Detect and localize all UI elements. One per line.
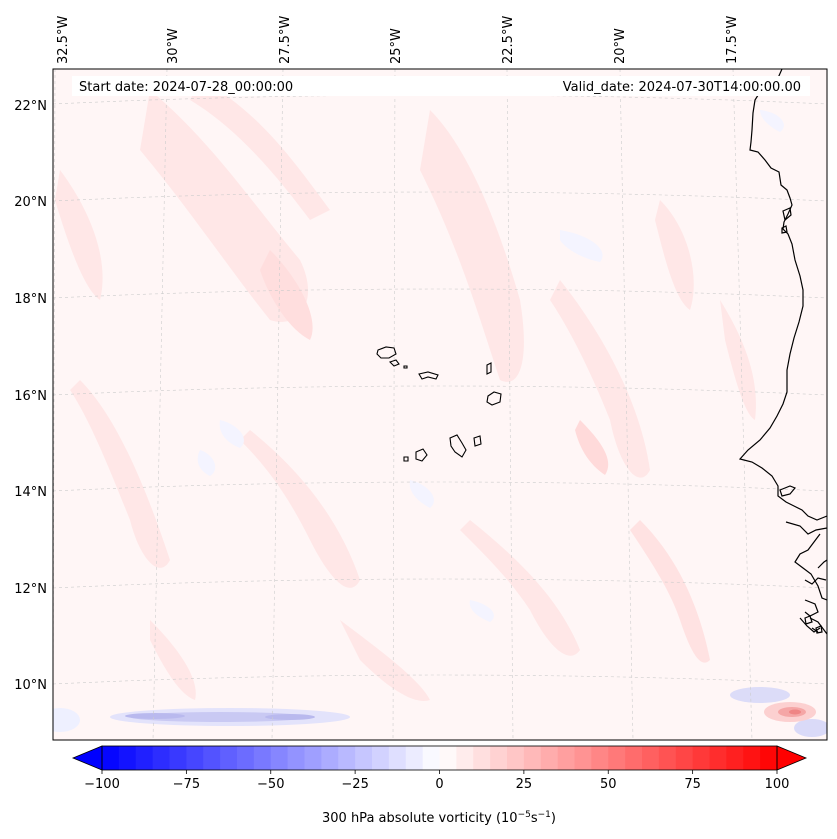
lon-label-25w: 25°W [389, 28, 404, 64]
colorbar-segment [642, 746, 660, 770]
colorbar-segment [338, 746, 356, 770]
colorbar-segment [270, 746, 289, 770]
colorbar-segment [439, 746, 457, 770]
lat-tick-labels: 22°N 20°N 18°N 16°N 14°N 12°N 10°N [14, 99, 47, 693]
island-bijagos [804, 615, 823, 634]
colorbar-segment [135, 746, 154, 770]
colorbar-ticks: −100 −75 −50 −25 0 25 50 75 100 [84, 770, 789, 792]
island-santa-luzia [403, 365, 408, 369]
colorbar-segment [422, 746, 440, 770]
lon-label-32-5w: 32.5°W [56, 16, 71, 64]
start-date-label: Start date: 2024-07-28_00:00:00 [79, 80, 293, 95]
map-panel [53, 69, 827, 740]
colorbar-segment [169, 746, 187, 770]
colorbar-segment [321, 746, 339, 770]
colorbar-label: 300 hPa absolute vorticity (10−5s−1) [322, 810, 556, 826]
colorbar-segment [726, 746, 744, 770]
colorbar-tick-label: 75 [684, 777, 701, 792]
lon-label-22-5w: 22.5°W [501, 16, 516, 64]
island-sao-vicente [388, 359, 400, 367]
colorbar-segment [709, 746, 727, 770]
colorbar-tick-label: 100 [765, 777, 790, 792]
colorbar-segment [253, 746, 272, 770]
colorbar-segment [608, 746, 626, 770]
vorticity-negative-patches [197, 110, 784, 622]
colorbar-segment [186, 746, 204, 770]
lat-label-18n: 18°N [14, 292, 47, 307]
colorbar-segment [557, 746, 575, 770]
colorbar-segment [388, 746, 407, 770]
lat-label-20n: 20°N [14, 195, 47, 210]
lon-tick-labels: 32.5°W 30°W 27.5°W 25°W 22.5°W 20°W 17.5… [56, 16, 740, 64]
colorbar-segment [152, 746, 170, 770]
island-dakhla [781, 207, 792, 234]
valid-date-label: Valid_date: 2024-07-30T14:00:00.00 [563, 80, 801, 95]
colorbar-segment [692, 746, 710, 770]
colorbar-tick-label: −75 [173, 777, 200, 792]
map-frame [52, 68, 828, 741]
island-santiago [449, 434, 467, 458]
lat-label-16n: 16°N [14, 389, 47, 404]
lat-label-14n: 14°N [14, 485, 47, 500]
colorbar-segment [473, 746, 491, 770]
african-coastline [738, 69, 827, 635]
colorbar-segment [405, 746, 424, 770]
colorbar-segment [675, 746, 694, 770]
island-santo-antao [376, 346, 397, 359]
lat-label-10n: 10°N [14, 678, 47, 693]
colorbar-segment [540, 746, 559, 770]
colorbar-tick-label: 50 [600, 777, 617, 792]
colorbar-segment [625, 746, 643, 770]
colorbar-segment [591, 746, 609, 770]
colorbar-extend-max [776, 745, 808, 771]
island-sao-nicolau [418, 371, 439, 380]
colorbar-segment [507, 746, 525, 770]
colorbar-tick-label: −50 [257, 777, 284, 792]
island-sal [486, 362, 492, 375]
colorbar-tick-label: 25 [516, 777, 533, 792]
colorbar-tick-label: −100 [84, 777, 120, 792]
lon-label-27-5w: 27.5°W [278, 16, 293, 64]
lat-label-12n: 12°N [14, 582, 47, 597]
colorbar-segment [490, 746, 508, 770]
island-maio [473, 435, 482, 447]
colorbar-segment [355, 746, 373, 770]
island-boa-vista [486, 391, 502, 406]
colorbar-segment [220, 746, 238, 770]
header-box [72, 76, 810, 96]
colorbar-segment [304, 746, 322, 770]
colorbar-segment [372, 746, 390, 770]
lon-label-20w: 20°W [613, 28, 628, 64]
colorbar-segment [287, 746, 305, 770]
negative-vorticity-band [53, 687, 827, 737]
island-brava [403, 456, 409, 462]
island-fogo [415, 448, 428, 462]
colorbar-segments [102, 746, 778, 770]
colorbar-extend-min [71, 745, 103, 771]
positive-vorticity-spot [764, 702, 816, 722]
lat-label-22n: 22°N [14, 99, 47, 114]
coastline-gambia-guinea [779, 485, 796, 497]
colorbar-segment [523, 746, 542, 770]
colorbar-segment [574, 746, 592, 770]
colorbar-segment [237, 746, 255, 770]
lon-label-30w: 30°W [166, 28, 181, 64]
vorticity-positive-streaks [55, 80, 756, 701]
colorbar-segment [760, 746, 778, 770]
cape-verde-islands [376, 346, 502, 462]
colorbar-segment [118, 746, 137, 770]
colorbar-segment [658, 746, 677, 770]
colorbar-tick-label: −25 [341, 777, 368, 792]
colorbar-tick-label: 0 [435, 777, 443, 792]
colorbar-segment [102, 746, 120, 770]
lon-label-17-5w: 17.5°W [725, 16, 740, 64]
colorbar: −100 −75 −50 −25 0 25 50 75 100 300 hPa absolute… [71, 745, 808, 826]
colorbar-segment [456, 746, 474, 770]
coastline-main [738, 69, 827, 521]
colorbar-segment [203, 746, 221, 770]
colorbar-segment [743, 746, 761, 770]
